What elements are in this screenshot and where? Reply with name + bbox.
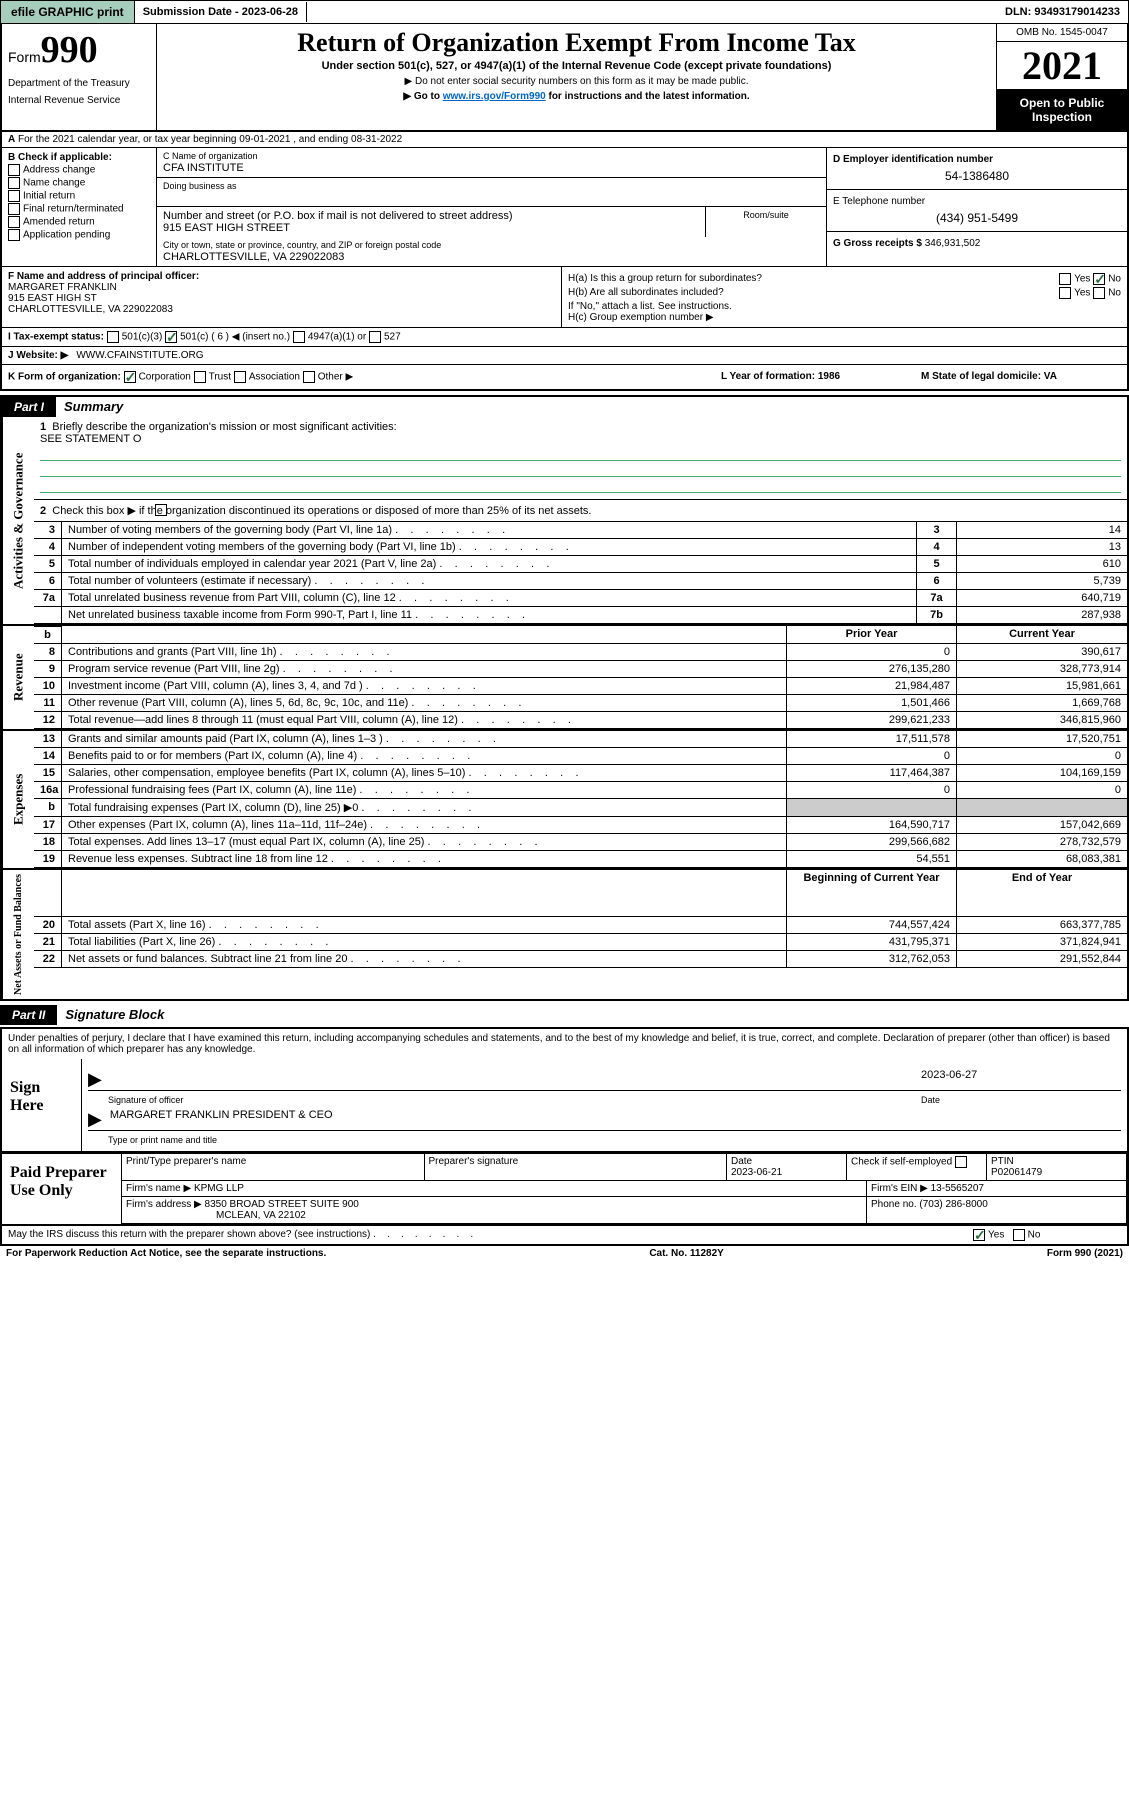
chk-other[interactable] (303, 371, 315, 383)
top-bar: efile GRAPHIC print Submission Date - 20… (0, 0, 1129, 24)
table-row: 17Other expenses (Part IX, column (A), l… (34, 817, 1127, 834)
may-discuss-row: May the IRS discuss this return with the… (0, 1226, 1129, 1246)
row-j-website: J Website: ▶ WWW.CFAINSTITUTE.ORG (0, 346, 1129, 364)
side-expenses: Expenses (2, 731, 34, 868)
table-row: Net unrelated business taxable income fr… (34, 607, 1127, 624)
table-row: 9Program service revenue (Part VIII, lin… (34, 661, 1127, 678)
chk-amended[interactable] (8, 216, 20, 228)
table-row: 15Salaries, other compensation, employee… (34, 765, 1127, 782)
part2-header: Part IISignature Block (0, 1005, 1129, 1025)
open-inspection: Open to Public Inspection (997, 90, 1127, 130)
chk-name[interactable] (8, 177, 20, 189)
table-row: 3Number of voting members of the governi… (34, 522, 1127, 539)
chk-corp[interactable] (124, 371, 136, 383)
chk-discontinued[interactable] (155, 504, 167, 516)
table-row: bTotal fundraising expenses (Part IX, co… (34, 799, 1127, 817)
department: Department of the Treasury (8, 78, 150, 89)
form-subtitle: Under section 501(c), 527, or 4947(a)(1)… (165, 60, 988, 72)
chk-4947[interactable] (293, 331, 305, 343)
paid-preparer-block: Paid Preparer Use Only Print/Type prepar… (0, 1153, 1129, 1226)
row-i-status: I Tax-exempt status: 501(c)(3) 501(c) ( … (0, 327, 1129, 346)
chk-may-no[interactable] (1013, 1229, 1025, 1241)
chk-501c[interactable] (165, 331, 177, 343)
dln: DLN: 93493179014233 (997, 2, 1128, 22)
table-row: 7aTotal unrelated business revenue from … (34, 590, 1127, 607)
table-row: 10Investment income (Part VIII, column (… (34, 678, 1127, 695)
side-revenue: Revenue (2, 626, 34, 729)
note-2: ▶ Go to www.irs.gov/Form990 for instruct… (165, 91, 988, 102)
table-row: 12Total revenue—add lines 8 through 11 (… (34, 712, 1127, 729)
table-row: 20Total assets (Part X, line 16)744,557,… (34, 917, 1127, 934)
omb-number: OMB No. 1545-0047 (997, 24, 1127, 42)
submission-label: Submission Date - 2023-06-28 (135, 2, 307, 22)
col-c-org: C Name of organizationCFA INSTITUTE Doin… (157, 148, 827, 266)
chk-may-yes[interactable] (973, 1229, 985, 1241)
form-title: Return of Organization Exempt From Incom… (165, 28, 988, 58)
summary-table: Activities & Governance 1 Briefly descri… (0, 417, 1129, 626)
chk-initial[interactable] (8, 190, 20, 202)
chk-501c3[interactable] (107, 331, 119, 343)
table-row: 18Total expenses. Add lines 13–17 (must … (34, 834, 1127, 851)
note-1: ▶ Do not enter social security numbers o… (165, 76, 988, 87)
chk-assoc[interactable] (234, 371, 246, 383)
table-row: 4Number of independent voting members of… (34, 539, 1127, 556)
tax-year: 2021 (997, 42, 1127, 90)
table-row: 21Total liabilities (Part X, line 26)431… (34, 934, 1127, 951)
col-h-group: H(a) Is this a group return for subordin… (562, 267, 1127, 327)
col-b-checkboxes: B Check if applicable: Address change Na… (2, 148, 157, 266)
table-row: 14Benefits paid to or for members (Part … (34, 748, 1127, 765)
part1-header: Part ISummary (0, 395, 1129, 417)
chk-pending[interactable] (8, 229, 20, 241)
chk-ha-yes[interactable] (1059, 273, 1071, 285)
table-row: 19Revenue less expenses. Subtract line 1… (34, 851, 1127, 868)
chk-final[interactable] (8, 203, 20, 215)
table-row: 22Net assets or fund balances. Subtract … (34, 951, 1127, 968)
irs-label: Internal Revenue Service (8, 95, 150, 106)
chk-ha-no[interactable] (1093, 273, 1105, 285)
efile-button[interactable]: efile GRAPHIC print (1, 1, 135, 23)
form-number: Form990 (8, 28, 150, 72)
table-row: 11Other revenue (Part VIII, column (A), … (34, 695, 1127, 712)
declaration: Under penalties of perjury, I declare th… (0, 1027, 1129, 1059)
row-a-period: A For the 2021 calendar year, or tax yea… (0, 132, 1129, 148)
side-net-assets: Net Assets or Fund Balances (2, 870, 34, 999)
chk-trust[interactable] (194, 371, 206, 383)
footer: For Paperwork Reduction Act Notice, see … (0, 1246, 1129, 1261)
col-f-officer: F Name and address of principal officer:… (2, 267, 562, 327)
chk-hb-yes[interactable] (1059, 287, 1071, 299)
table-row: 16aProfessional fundraising fees (Part I… (34, 782, 1127, 799)
form-header: Form990 Department of the Treasury Inter… (0, 24, 1129, 132)
chk-address[interactable] (8, 164, 20, 176)
table-row: 6Total number of volunteers (estimate if… (34, 573, 1127, 590)
mission-text: SEE STATEMENT O (40, 433, 141, 445)
side-governance: Activities & Governance (2, 417, 34, 624)
col-d-ein: D Employer identification number54-13864… (827, 148, 1127, 266)
chk-self-emp[interactable] (955, 1156, 967, 1168)
chk-527[interactable] (369, 331, 381, 343)
table-row: 8Contributions and grants (Part VIII, li… (34, 644, 1127, 661)
row-k-form-org: K Form of organization: Corporation Trus… (0, 364, 1129, 391)
irs-link[interactable]: www.irs.gov/Form990 (443, 91, 546, 102)
table-row: 13Grants and similar amounts paid (Part … (34, 731, 1127, 748)
sign-here-block: Sign Here ▶2023-06-27 Signature of offic… (0, 1059, 1129, 1153)
chk-hb-no[interactable] (1093, 287, 1105, 299)
table-row: 5Total number of individuals employed in… (34, 556, 1127, 573)
